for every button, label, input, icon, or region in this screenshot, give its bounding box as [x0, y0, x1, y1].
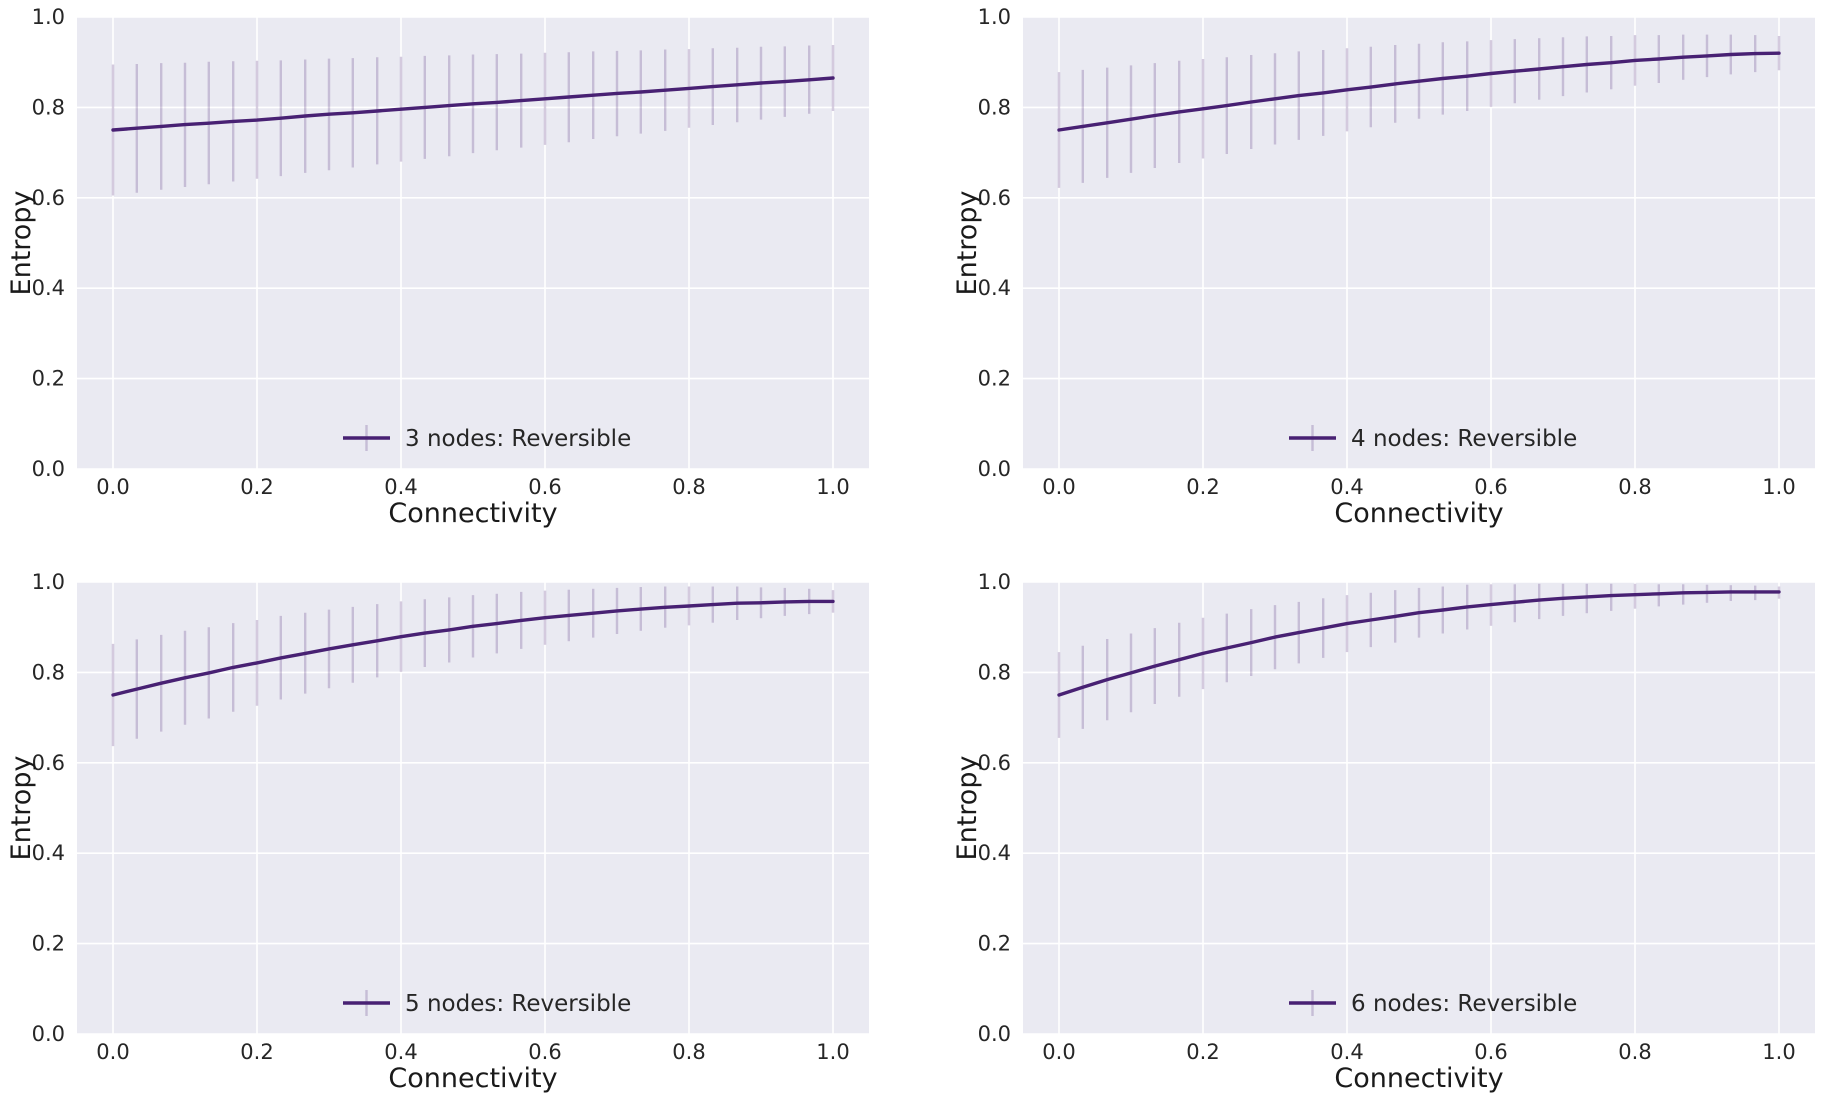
x-tick-label: 0.6 [528, 475, 561, 499]
legend: 4 nodes: Reversible [1289, 425, 1577, 452]
subplot-6-nodes-reversible: 0.0 0.2 0.4 0.6 0.8 1.0 0.0 0.2 0.4 0.6 0.8 1.0 Conn… [946, 565, 1823, 1103]
y-tick-label: 0.6 [32, 186, 65, 210]
x-tick-label: 1.0 [1762, 1040, 1795, 1064]
y-axis-label: Entropy [952, 191, 983, 296]
x-tick-label: 0.2 [1186, 1040, 1219, 1064]
axes-background [1023, 17, 1815, 469]
y-tick-label: 0.8 [978, 660, 1011, 684]
y-axis-label: Entropy [6, 191, 37, 296]
legend-label: 6 nodes: Reversible [1351, 991, 1577, 1017]
x-tick-label: 0.2 [240, 1040, 273, 1064]
y-tick-label: 0.0 [978, 457, 1011, 481]
subplot-3-nodes-reversible: 0.0 0.2 0.4 0.6 0.8 1.0 0.0 0.2 0.4 0.6 0.8 1.0 Conn… [0, 0, 950, 560]
y-tick-label: 0.2 [978, 367, 1011, 391]
chart-canvas: 0.0 0.2 0.4 0.6 0.8 1.0 0.0 0.2 0.4 0.6 0.8 1.0 Conn… [952, 570, 1815, 1094]
chart-canvas: 0.0 0.2 0.4 0.6 0.8 1.0 0.0 0.2 0.4 0.6 0.8 1.0 Conn… [6, 5, 869, 529]
x-tick-label: 0.0 [96, 1040, 129, 1064]
legend-label: 5 nodes: Reversible [405, 991, 631, 1017]
axes-background [1023, 582, 1815, 1034]
x-tick-label: 0.0 [1042, 475, 1075, 499]
y-tick-label: 0.8 [978, 95, 1011, 119]
legend: 5 nodes: Reversible [343, 990, 631, 1017]
x-tick-label: 0.0 [96, 475, 129, 499]
x-tick-label: 0.4 [1330, 1040, 1363, 1064]
x-tick-label: 0.2 [240, 475, 273, 499]
mean-line [111, 599, 835, 697]
legend-label: 4 nodes: Reversible [1351, 426, 1577, 452]
y-tick-label: 0.8 [32, 95, 65, 119]
y-tick-label: 0.4 [978, 841, 1011, 865]
subplot-4-nodes-reversible: 0.0 0.2 0.4 0.6 0.8 1.0 0.0 0.2 0.4 0.6 0.8 1.0 Conn… [946, 0, 1823, 560]
y-tick-label: 0.0 [32, 1022, 65, 1046]
legend: 6 nodes: Reversible [1289, 990, 1577, 1017]
x-tick-label: 0.8 [1618, 1040, 1651, 1064]
x-axis-label: Connectivity [1334, 1063, 1503, 1094]
mean-line [1057, 51, 1781, 132]
y-tick-label: 0.4 [32, 276, 65, 300]
y-tick-label: 0.2 [32, 932, 65, 956]
x-tick-label: 0.8 [672, 475, 705, 499]
x-axis-label: Connectivity [388, 498, 557, 529]
x-tick-label: 1.0 [1762, 475, 1795, 499]
y-tick-label: 1.0 [978, 570, 1011, 594]
chart-canvas: 0.0 0.2 0.4 0.6 0.8 1.0 0.0 0.2 0.4 0.6 0.8 1.0 Conn… [6, 570, 869, 1094]
x-axis-label: Connectivity [388, 1063, 557, 1094]
y-tick-label: 0.6 [978, 751, 1011, 775]
y-tick-label: 0.0 [32, 457, 65, 481]
y-tick-label: 0.2 [978, 932, 1011, 956]
y-tick-label: 0.6 [32, 751, 65, 775]
y-axis-label: Entropy [6, 756, 37, 861]
x-tick-label: 0.0 [1042, 1040, 1075, 1064]
y-tick-label: 0.4 [32, 841, 65, 865]
y-tick-label: 1.0 [32, 5, 65, 29]
y-tick-label: 1.0 [32, 570, 65, 594]
legend: 3 nodes: Reversible [343, 425, 631, 452]
legend-label: 3 nodes: Reversible [405, 426, 631, 452]
x-tick-label: 0.4 [384, 1040, 417, 1064]
x-tick-label: 1.0 [816, 1040, 849, 1064]
x-tick-label: 0.4 [1330, 475, 1363, 499]
x-tick-label: 1.0 [816, 475, 849, 499]
y-tick-label: 0.0 [978, 1022, 1011, 1046]
x-tick-label: 0.4 [384, 475, 417, 499]
y-tick-label: 1.0 [978, 5, 1011, 29]
y-axis-label: Entropy [952, 756, 983, 861]
axes-background [77, 582, 869, 1034]
y-tick-label: 0.8 [32, 660, 65, 684]
y-tick-label: 0.4 [978, 276, 1011, 300]
x-tick-label: 0.6 [528, 1040, 561, 1064]
x-tick-label: 0.6 [1474, 475, 1507, 499]
x-axis-label: Connectivity [1334, 498, 1503, 529]
x-tick-label: 0.6 [1474, 1040, 1507, 1064]
chart-canvas: 0.0 0.2 0.4 0.6 0.8 1.0 0.0 0.2 0.4 0.6 0.8 1.0 Conn… [952, 5, 1815, 529]
x-tick-label: 0.2 [1186, 475, 1219, 499]
axes-background [77, 17, 869, 469]
subplot-5-nodes-reversible: 0.0 0.2 0.4 0.6 0.8 1.0 0.0 0.2 0.4 0.6 0.8 1.0 Conn… [0, 565, 950, 1103]
x-tick-label: 0.8 [672, 1040, 705, 1064]
x-tick-label: 0.8 [1618, 475, 1651, 499]
y-tick-label: 0.2 [32, 367, 65, 391]
mean-line [111, 76, 835, 132]
y-tick-label: 0.6 [978, 186, 1011, 210]
mean-line [1057, 590, 1781, 697]
